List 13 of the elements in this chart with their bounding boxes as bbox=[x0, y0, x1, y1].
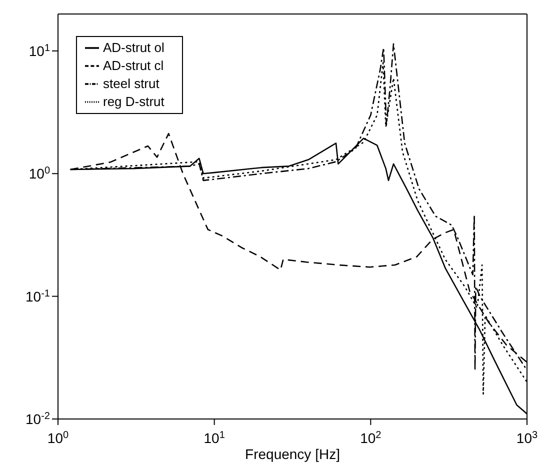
x-tick-label: 10$^{1}$ bbox=[204, 430, 226, 446]
legend-label: AD-strut ol bbox=[103, 40, 164, 55]
legend-label: steel strut bbox=[103, 76, 160, 91]
x-tick-label: 10$^{0}$ bbox=[47, 430, 70, 446]
legend-label: reg D-strut bbox=[103, 94, 164, 109]
y-tick-label: 10$^{-2}$ bbox=[26, 410, 50, 427]
x-tick-label: 10$^{3}$ bbox=[516, 430, 538, 446]
x-tick-label: 10$^{2}$ bbox=[360, 430, 382, 446]
x-axis-title: Frequency [Hz] bbox=[245, 446, 340, 462]
y-tick-label: 10$^{1}$ bbox=[28, 42, 50, 59]
legend-label: AD-strut cl bbox=[103, 58, 164, 73]
y-tick-label: 10$^{-1}$ bbox=[26, 288, 50, 304]
y-tick-label: 10$^{0}$ bbox=[28, 165, 50, 182]
